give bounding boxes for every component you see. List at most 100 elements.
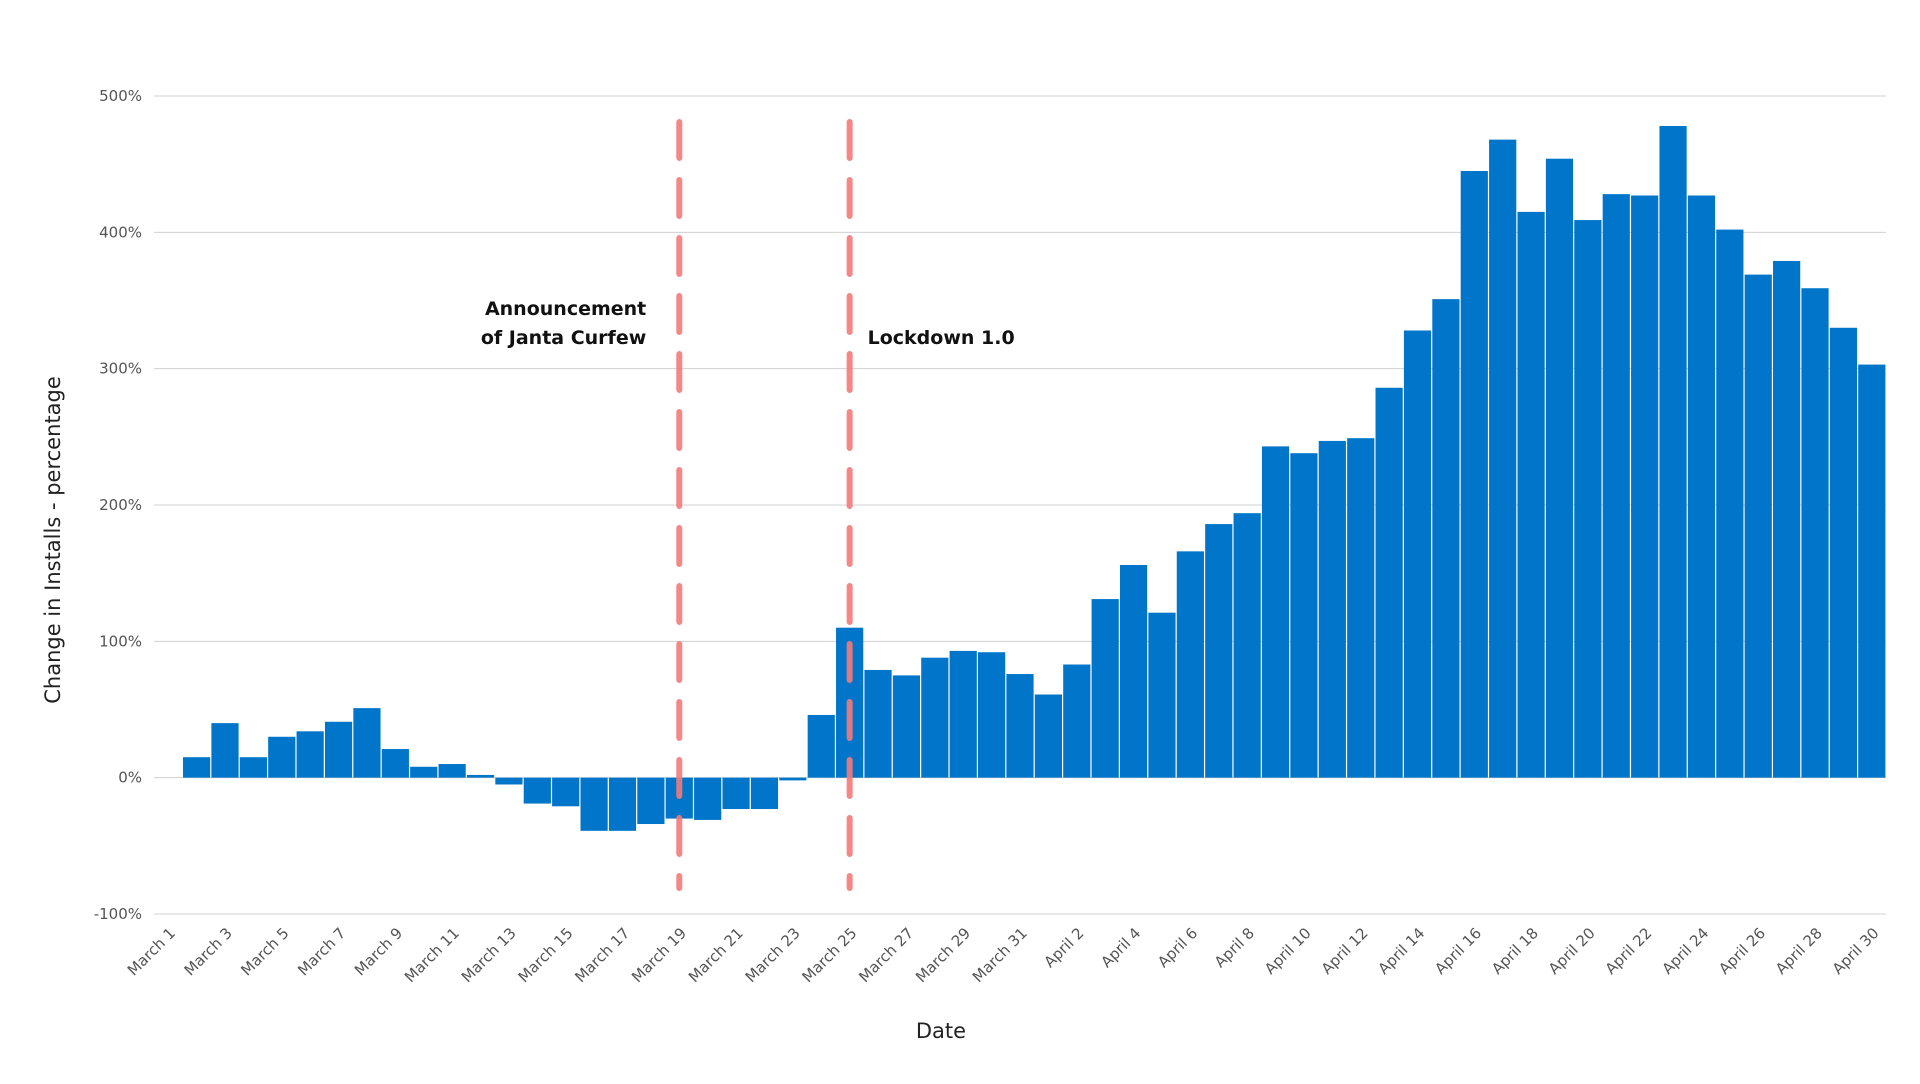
y-tick-label: -100% [94, 905, 142, 923]
bar [1574, 220, 1602, 778]
bar [1006, 674, 1034, 778]
bar [1290, 453, 1318, 778]
x-tick-label: March 27 [855, 924, 917, 986]
bar [1176, 551, 1204, 778]
bar [438, 764, 466, 778]
bar [694, 777, 722, 820]
y-tick-label: 500% [99, 87, 142, 105]
bar [949, 650, 977, 778]
x-tick-label: April 16 [1431, 924, 1485, 978]
x-tick-label: April 8 [1211, 924, 1258, 971]
bar [523, 777, 551, 804]
bar [1432, 299, 1460, 778]
bar [1489, 139, 1517, 778]
x-axis-label: Date [916, 1019, 966, 1043]
bar [1318, 440, 1346, 778]
bar [580, 777, 608, 831]
bar [779, 777, 807, 781]
bar [381, 749, 409, 778]
bar [1460, 170, 1488, 778]
x-tick-label: April 26 [1715, 924, 1769, 978]
bar [182, 757, 211, 778]
y-tick-label: 0% [118, 769, 142, 787]
bar [1829, 327, 1858, 778]
x-tick-label: April 18 [1488, 924, 1542, 978]
x-tick-label: March 23 [742, 924, 804, 986]
x-tick-label: March 9 [351, 924, 406, 979]
x-tick-label: April 12 [1318, 924, 1372, 978]
bar [495, 777, 523, 785]
bar [921, 657, 949, 778]
x-tick-label: March 17 [571, 924, 633, 986]
bar [353, 708, 381, 778]
bar [1375, 387, 1403, 778]
bar [1205, 524, 1233, 778]
bar [892, 675, 921, 778]
bar [1716, 229, 1744, 778]
bar [1091, 599, 1119, 778]
bar [1034, 694, 1062, 778]
annotation-text: Announcement [485, 298, 646, 320]
x-tick-label: March 21 [685, 924, 747, 986]
bar [1545, 158, 1574, 778]
bar [1659, 125, 1687, 778]
x-tick-label: April 6 [1154, 924, 1201, 971]
bar [1602, 194, 1630, 778]
x-tick-label: April 24 [1658, 924, 1712, 978]
bar [978, 652, 1006, 778]
bar [552, 777, 580, 807]
x-tick-label: March 19 [628, 924, 690, 986]
x-tick-label: April 28 [1772, 924, 1826, 978]
bar [466, 774, 495, 778]
x-tick-label: March 7 [294, 924, 349, 979]
bar [722, 777, 750, 810]
bar [1119, 564, 1148, 778]
bar [864, 669, 892, 778]
bar [1801, 288, 1829, 778]
x-tick-label: April 22 [1602, 924, 1656, 978]
x-tick-label: March 25 [799, 924, 861, 986]
y-axis-label: Change in Installs - percentage [41, 376, 65, 704]
annotation-text: Lockdown 1.0 [868, 327, 1015, 349]
bar [1687, 195, 1716, 778]
x-tick-label: March 15 [515, 924, 577, 986]
bar [1261, 446, 1290, 778]
bar [807, 714, 835, 778]
bar [1773, 260, 1801, 778]
bar [1347, 438, 1375, 778]
x-tick-label: April 30 [1829, 924, 1883, 978]
x-tick-label: March 31 [969, 924, 1031, 986]
bar [608, 777, 637, 831]
bar [1631, 195, 1659, 778]
bar [750, 777, 779, 810]
bar [211, 723, 239, 778]
bar [637, 777, 665, 825]
bar [1517, 211, 1545, 778]
bar [1148, 612, 1176, 778]
bar [1063, 664, 1091, 778]
x-tick-label: March 1 [124, 924, 179, 979]
x-tick-label: April 4 [1097, 924, 1144, 971]
bar [239, 757, 267, 778]
y-tick-label: 100% [99, 632, 142, 650]
x-tick-label: March 13 [458, 924, 520, 986]
annotation-text: of Janta Curfew [481, 327, 646, 349]
x-tick-label: April 20 [1545, 924, 1599, 978]
y-tick-label: 400% [99, 223, 142, 241]
bar [324, 721, 353, 778]
bar [410, 766, 438, 778]
x-tick-label: March 29 [912, 924, 974, 986]
bar [1744, 274, 1772, 778]
bar [296, 731, 324, 778]
bar [1233, 513, 1261, 778]
x-tick-label: April 10 [1261, 924, 1315, 978]
bar [268, 736, 296, 778]
x-tick-label: April 14 [1374, 924, 1428, 978]
x-tick-label: March 5 [237, 924, 292, 979]
x-tick-label: March 3 [181, 924, 236, 979]
x-tick-label: March 11 [401, 924, 463, 986]
x-tick-label: April 2 [1041, 924, 1088, 971]
bar [1403, 330, 1432, 778]
